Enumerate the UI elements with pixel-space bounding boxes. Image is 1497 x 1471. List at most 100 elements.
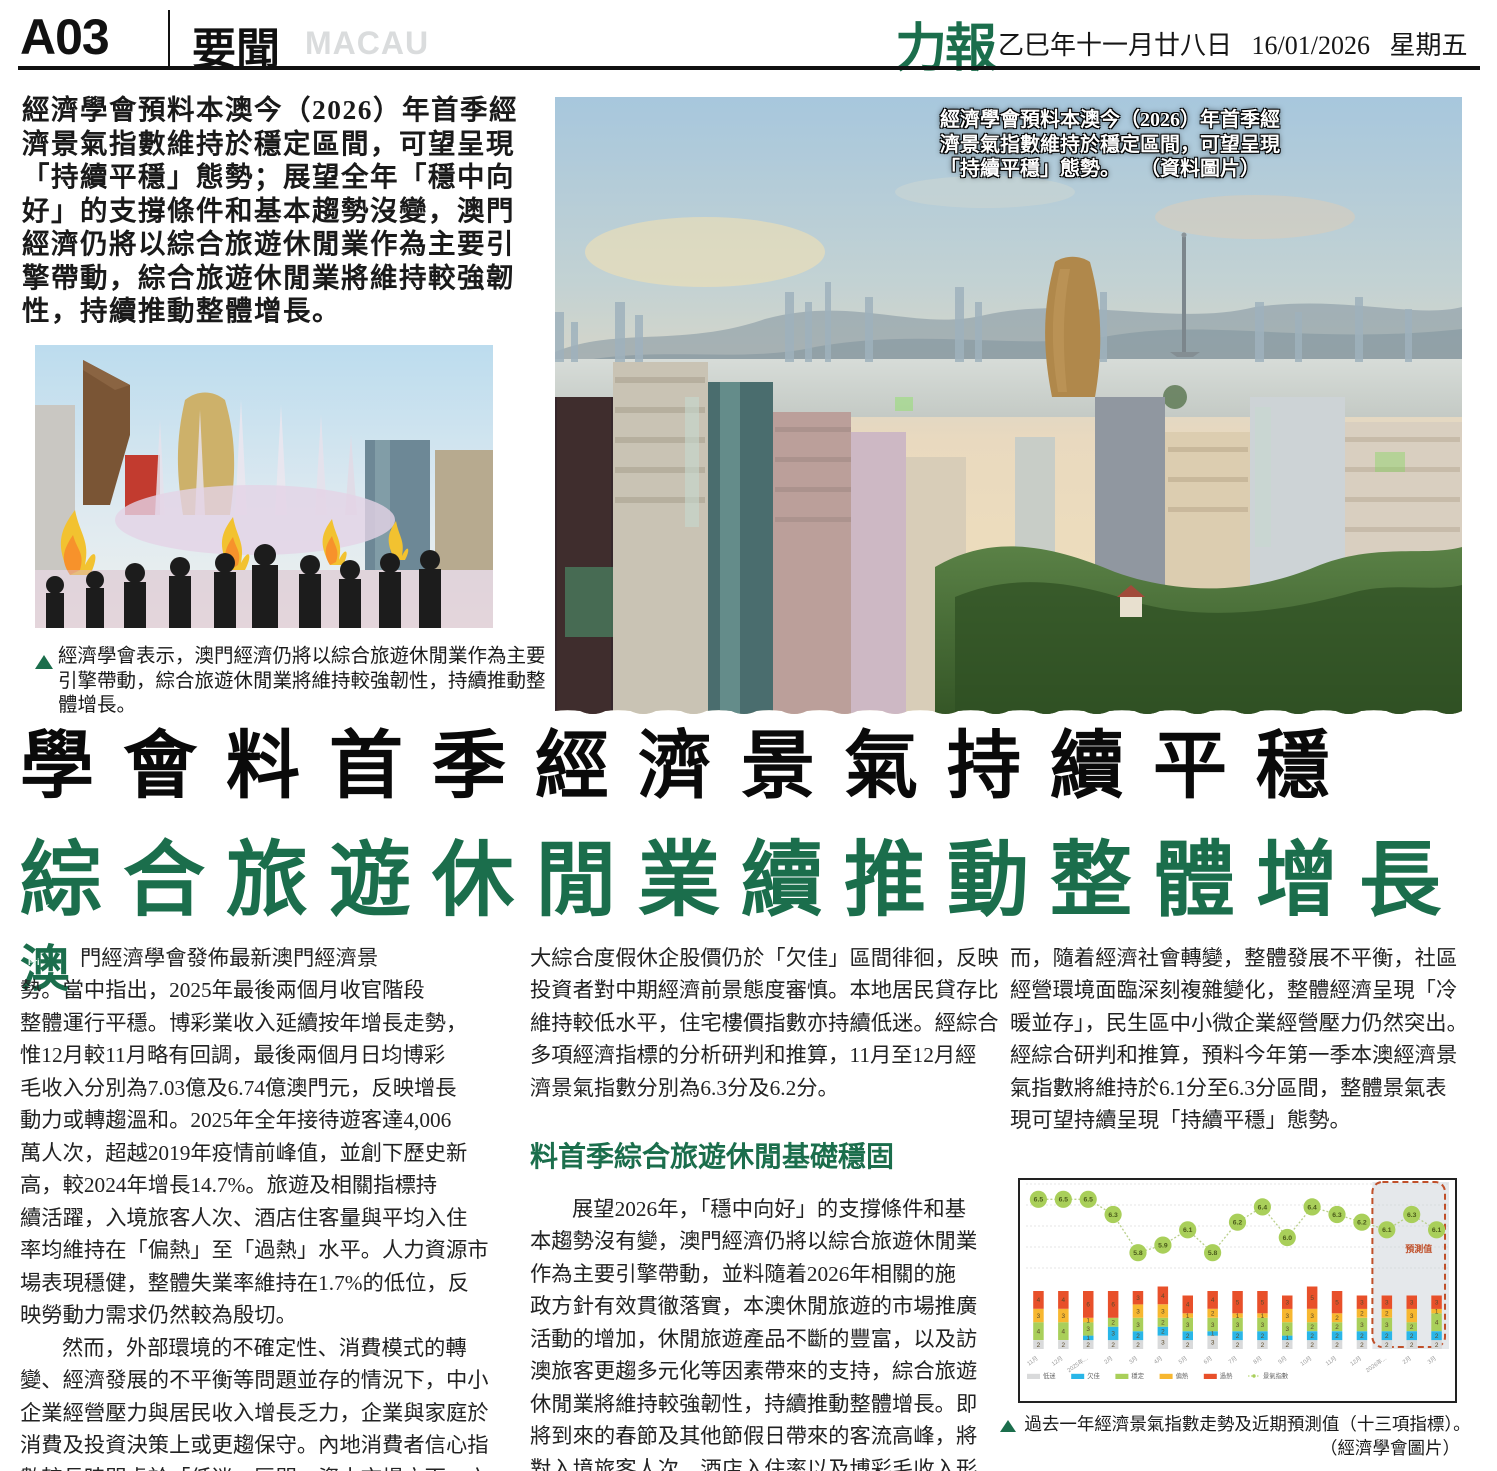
svg-text:6: 6 <box>1111 1302 1115 1309</box>
svg-text:穩定: 穩定 <box>1131 1371 1144 1380</box>
svg-text:2: 2 <box>1236 1342 1240 1349</box>
svg-text:2: 2 <box>1360 1333 1364 1340</box>
svg-text:6.5: 6.5 <box>1034 1197 1044 1204</box>
svg-text:3: 3 <box>1286 1326 1290 1333</box>
svg-text:4: 4 <box>1435 1320 1439 1327</box>
svg-text:2: 2 <box>1186 1333 1190 1340</box>
svg-text:3: 3 <box>1136 1295 1140 1302</box>
svg-text:2: 2 <box>1410 1342 1414 1349</box>
svg-text:1: 1 <box>1435 1308 1439 1315</box>
svg-text:2: 2 <box>1211 1311 1215 1318</box>
svg-text:2: 2 <box>1385 1311 1389 1318</box>
svg-text:預測值: 預測值 <box>1405 1243 1432 1254</box>
svg-text:1: 1 <box>1086 1335 1090 1342</box>
svg-text:6.2: 6.2 <box>1233 1220 1243 1227</box>
svg-text:5: 5 <box>1261 1300 1265 1307</box>
svg-text:景氣指數: 景氣指數 <box>1263 1371 1289 1380</box>
svg-text:6.0: 6.0 <box>1283 1235 1293 1242</box>
svg-text:4: 4 <box>1037 1329 1041 1336</box>
svg-text:2: 2 <box>1335 1342 1339 1349</box>
svg-text:1: 1 <box>1236 1313 1240 1320</box>
svg-text:3: 3 <box>1410 1313 1414 1320</box>
svg-text:6.4: 6.4 <box>1307 1204 1317 1211</box>
svg-text:5: 5 <box>1335 1300 1339 1307</box>
svg-text:3: 3 <box>1360 1300 1364 1307</box>
svg-text:2: 2 <box>1111 1320 1115 1327</box>
svg-text:4: 4 <box>1211 1297 1215 1304</box>
svg-text:3: 3 <box>1211 1340 1215 1347</box>
svg-text:2: 2 <box>1385 1342 1389 1349</box>
svg-text:3: 3 <box>1136 1308 1140 1315</box>
svg-text:4: 4 <box>1037 1297 1041 1304</box>
svg-text:2: 2 <box>1286 1342 1290 1349</box>
svg-text:3: 3 <box>1261 1322 1265 1329</box>
svg-text:1: 1 <box>1186 1313 1190 1320</box>
svg-text:6: 6 <box>1086 1302 1090 1309</box>
svg-text:2: 2 <box>1310 1324 1314 1331</box>
svg-text:2: 2 <box>1310 1333 1314 1340</box>
svg-text:4: 4 <box>1161 1293 1165 1300</box>
svg-text:3: 3 <box>1161 1340 1165 1347</box>
svg-text:2: 2 <box>1186 1342 1190 1349</box>
svg-text:2: 2 <box>1310 1342 1314 1349</box>
svg-text:2: 2 <box>1261 1342 1265 1349</box>
svg-text:3: 3 <box>1435 1300 1439 1307</box>
svg-text:2: 2 <box>1360 1342 1364 1349</box>
svg-text:6.3: 6.3 <box>1332 1212 1342 1219</box>
svg-text:2: 2 <box>1136 1342 1140 1349</box>
svg-text:1: 1 <box>1086 1317 1090 1324</box>
svg-text:2: 2 <box>1435 1333 1439 1340</box>
svg-text:5.9: 5.9 <box>1158 1243 1168 1250</box>
svg-text:6.3: 6.3 <box>1407 1212 1417 1219</box>
svg-text:2: 2 <box>1111 1342 1115 1349</box>
svg-text:2: 2 <box>1062 1342 1066 1349</box>
svg-text:3: 3 <box>1037 1313 1041 1320</box>
svg-text:2: 2 <box>1161 1320 1165 1327</box>
svg-text:2: 2 <box>1037 1342 1041 1349</box>
svg-text:3: 3 <box>1360 1322 1364 1329</box>
svg-text:6.1: 6.1 <box>1432 1227 1442 1234</box>
svg-text:3: 3 <box>1161 1308 1165 1315</box>
svg-text:1: 1 <box>1261 1313 1265 1320</box>
svg-text:3: 3 <box>1410 1300 1414 1307</box>
svg-text:過熱: 過熱 <box>1220 1371 1233 1380</box>
svg-text:6.1: 6.1 <box>1382 1227 1392 1234</box>
svg-text:2: 2 <box>1261 1333 1265 1340</box>
svg-text:5.8: 5.8 <box>1133 1250 1143 1257</box>
svg-text:3: 3 <box>1186 1322 1190 1329</box>
svg-text:6.2: 6.2 <box>1357 1220 1367 1227</box>
svg-text:3: 3 <box>1211 1322 1215 1329</box>
svg-text:2: 2 <box>1136 1333 1140 1340</box>
svg-text:5: 5 <box>1310 1295 1314 1302</box>
svg-text:3: 3 <box>1236 1322 1240 1329</box>
svg-text:4: 4 <box>1186 1302 1190 1309</box>
svg-text:3: 3 <box>1086 1326 1090 1333</box>
svg-text:3: 3 <box>1286 1313 1290 1320</box>
svg-text:5: 5 <box>1236 1300 1240 1307</box>
svg-text:5.8: 5.8 <box>1208 1250 1218 1257</box>
svg-text:6.5: 6.5 <box>1083 1197 1093 1204</box>
svg-text:2: 2 <box>1385 1333 1389 1340</box>
svg-text:2: 2 <box>1410 1324 1414 1331</box>
svg-text:6.4: 6.4 <box>1258 1204 1268 1211</box>
svg-text:3: 3 <box>1385 1322 1389 1329</box>
svg-text:6.5: 6.5 <box>1059 1197 1069 1204</box>
svg-text:2: 2 <box>1410 1333 1414 1340</box>
svg-text:3: 3 <box>1136 1322 1140 1329</box>
svg-text:2: 2 <box>1435 1342 1439 1349</box>
svg-text:低迷: 低迷 <box>1043 1371 1056 1380</box>
svg-text:2: 2 <box>1335 1324 1339 1331</box>
svg-text:1: 1 <box>1211 1331 1215 1338</box>
svg-text:3: 3 <box>1310 1313 1314 1320</box>
svg-text:2: 2 <box>1086 1342 1090 1349</box>
svg-text:1: 1 <box>1286 1335 1290 1342</box>
svg-text:6.1: 6.1 <box>1183 1227 1193 1234</box>
svg-text:偏熱: 偏熱 <box>1176 1371 1189 1380</box>
svg-text:欠佳: 欠佳 <box>1087 1371 1100 1380</box>
svg-text:3: 3 <box>1111 1331 1115 1338</box>
svg-text:2: 2 <box>1335 1333 1339 1340</box>
svg-text:2: 2 <box>1335 1315 1339 1322</box>
svg-text:6.3: 6.3 <box>1108 1212 1118 1219</box>
svg-text:3: 3 <box>1062 1313 1066 1320</box>
svg-text:3: 3 <box>1385 1300 1389 1307</box>
